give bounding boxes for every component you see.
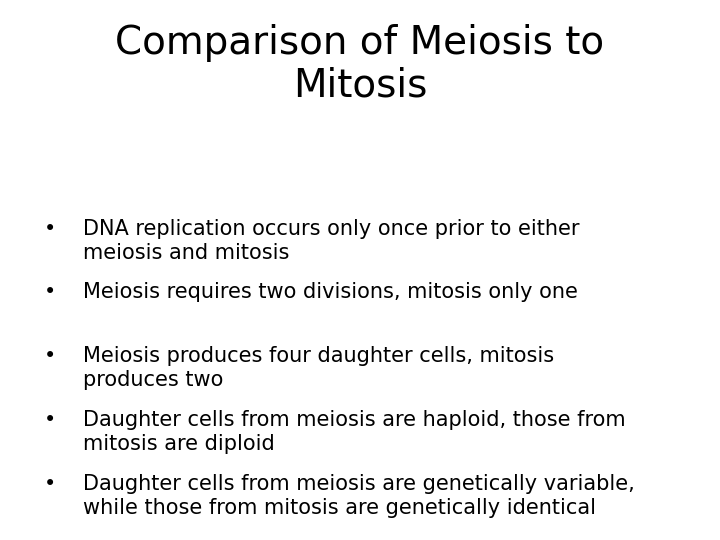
Text: •: • bbox=[44, 474, 57, 494]
Text: Comparison of Meiosis to
Mitosis: Comparison of Meiosis to Mitosis bbox=[115, 24, 605, 105]
Text: Daughter cells from meiosis are genetically variable,
while those from mitosis a: Daughter cells from meiosis are genetica… bbox=[83, 474, 634, 517]
Text: •: • bbox=[44, 219, 57, 239]
Text: •: • bbox=[44, 346, 57, 366]
Text: Meiosis requires two divisions, mitosis only one: Meiosis requires two divisions, mitosis … bbox=[83, 282, 577, 302]
Text: •: • bbox=[44, 410, 57, 430]
Text: DNA replication occurs only once prior to either
meiosis and mitosis: DNA replication occurs only once prior t… bbox=[83, 219, 580, 262]
Text: Daughter cells from meiosis are haploid, those from
mitosis are diploid: Daughter cells from meiosis are haploid,… bbox=[83, 410, 626, 454]
Text: Meiosis produces four daughter cells, mitosis
produces two: Meiosis produces four daughter cells, mi… bbox=[83, 346, 554, 390]
Text: •: • bbox=[44, 282, 57, 302]
